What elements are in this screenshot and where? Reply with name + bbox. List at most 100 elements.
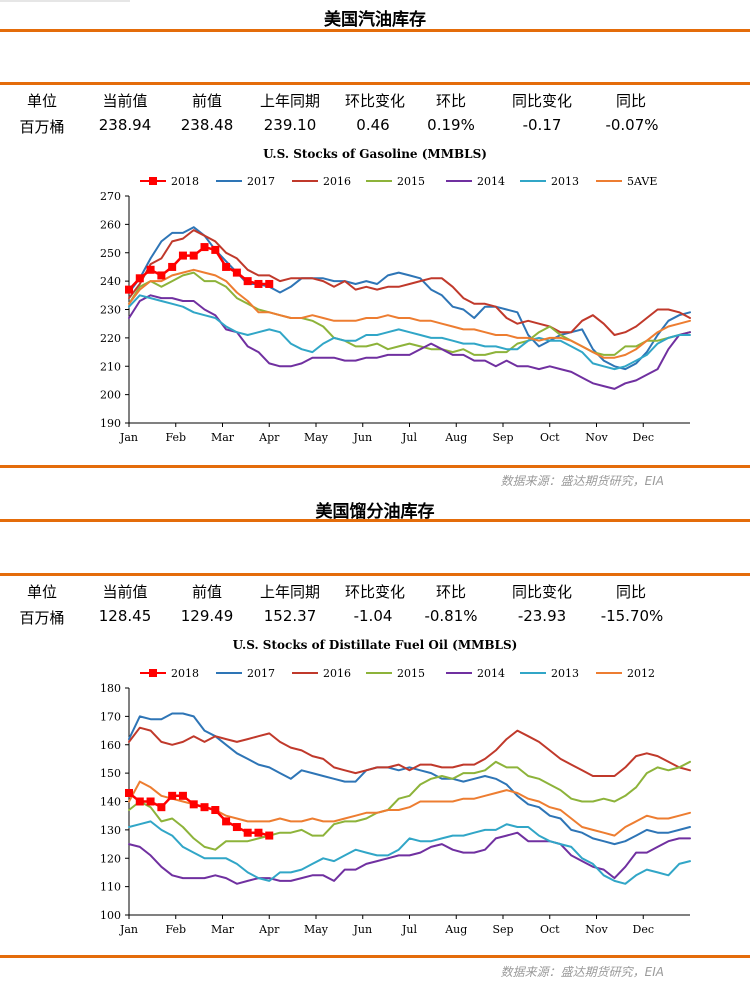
x-tick-label: Dec — [633, 431, 655, 444]
y-tick-label: 130 — [100, 824, 121, 837]
x-tick-label: Feb — [165, 923, 186, 936]
section-title-gasoline: 美国汽油库存 — [324, 10, 426, 30]
legend-label: 2017 — [247, 175, 275, 188]
top-divider — [0, 0, 130, 2]
legend-item-2018: 2018 — [140, 175, 199, 188]
data-point-2018 — [168, 791, 177, 800]
x-tick-label: Sep — [492, 923, 513, 936]
value-previous: 238.48 — [180, 116, 234, 134]
y-tick-label: 210 — [100, 360, 121, 373]
series-line-2016 — [128, 726, 691, 777]
data-point-2018 — [254, 279, 263, 288]
y-tick-label: 250 — [100, 247, 121, 260]
value-last-year: 152.37 — [263, 607, 317, 625]
header-yoy-pct: 同比 — [615, 583, 646, 601]
data-point-2018 — [178, 791, 187, 800]
header-wow-change: 环比变化 — [344, 583, 405, 601]
header-wow-pct: 环比 — [435, 92, 466, 110]
data-point-2018 — [200, 243, 209, 252]
legend-label: 2013 — [551, 667, 579, 680]
series-line-2014 — [128, 294, 691, 390]
legend-item-2014: 2014 — [446, 667, 505, 680]
header-yoy-change: 同比变化 — [511, 92, 572, 110]
value-current: 238.94 — [98, 116, 152, 134]
data-point-2018 — [189, 800, 198, 809]
section-rule — [0, 465, 750, 468]
header-yoy-change: 同比变化 — [511, 583, 572, 601]
legend-item-2017: 2017 — [216, 667, 275, 680]
legend-label: 2017 — [247, 667, 275, 680]
legend-item-2015: 2015 — [366, 667, 425, 680]
legend-label: 5AVE — [627, 175, 657, 188]
value-yoy-pct: -0.07% — [605, 116, 659, 134]
legend-label: 2013 — [551, 175, 579, 188]
x-tick-label: Dec — [633, 923, 655, 936]
header-previous: 前值 — [191, 583, 222, 601]
value-previous: 129.49 — [180, 607, 234, 625]
data-point-2018 — [265, 279, 274, 288]
x-tick-label: Jan — [119, 923, 138, 936]
header-current: 当前值 — [102, 92, 148, 110]
y-tick-label: 240 — [100, 275, 121, 288]
chart-title-gasoline: U.S. Stocks of Gasoline (MMBLS) — [263, 147, 487, 161]
header-unit: 单位 — [26, 583, 57, 601]
data-point-2018 — [222, 817, 231, 826]
legend-item-5AVE: 5AVE — [596, 175, 657, 188]
y-tick-label: 100 — [100, 909, 121, 922]
legend-marker — [149, 669, 157, 677]
header-last-year: 上年同期 — [259, 583, 320, 601]
source-note-distillate: 数据来源：盛达期货研究，EIA — [500, 965, 664, 979]
legend-label: 2014 — [477, 175, 505, 188]
x-tick-label: Aug — [444, 431, 467, 444]
header-wow-change: 环比变化 — [344, 92, 405, 110]
y-tick-label: 150 — [100, 767, 121, 780]
data-point-2018 — [211, 245, 220, 254]
series-line-2017 — [128, 712, 691, 846]
header-yoy-pct: 同比 — [615, 92, 646, 110]
header-last-year: 上年同期 — [259, 92, 320, 110]
table-rule — [0, 573, 750, 576]
series-line-2015 — [128, 760, 691, 851]
legend-item-2014: 2014 — [446, 175, 505, 188]
x-tick-label: Jun — [352, 431, 372, 444]
header-wow-pct: 环比 — [435, 583, 466, 601]
y-tick-label: 200 — [100, 389, 121, 402]
value-yoy-change: -0.17 — [522, 116, 562, 134]
value-current: 128.45 — [98, 607, 152, 625]
legend-item-2012: 2012 — [596, 667, 655, 680]
legend-item-2017: 2017 — [216, 175, 275, 188]
legend-item-2013: 2013 — [520, 667, 579, 680]
x-tick-label: Jul — [401, 431, 417, 444]
x-tick-label: Oct — [540, 431, 560, 444]
data-point-2018 — [135, 274, 144, 283]
x-tick-label: Aug — [444, 923, 467, 936]
table-rule — [0, 82, 750, 85]
legend-label: 2012 — [627, 667, 655, 680]
data-point-2018 — [243, 828, 252, 837]
y-tick-label: 110 — [100, 881, 121, 894]
value-yoy-pct: -15.70% — [600, 607, 664, 625]
legend-label: 2014 — [477, 667, 505, 680]
series-line-2013 — [128, 820, 691, 885]
legend-label: 2015 — [397, 175, 425, 188]
source-note-gasoline: 数据来源：盛达期货研究，EIA — [500, 474, 664, 488]
x-tick-label: May — [304, 923, 329, 936]
y-tick-label: 270 — [100, 190, 121, 203]
y-tick-label: 170 — [100, 710, 121, 723]
chart-title-distillate: U.S. Stocks of Distillate Fuel Oil (MMBL… — [232, 638, 518, 652]
y-tick-label: 220 — [100, 332, 121, 345]
gasoline-chart: 2018 2017 2016 2015 2014 2013 5AVE 190 200 210 220… — [100, 175, 691, 444]
header-current: 当前值 — [102, 583, 148, 601]
x-tick-label: Oct — [540, 923, 560, 936]
x-tick-label: Nov — [585, 431, 608, 444]
y-tick-label: 190 — [100, 417, 121, 430]
data-point-2018 — [146, 265, 155, 274]
legend-label: 2016 — [323, 175, 351, 188]
data-point-2018 — [125, 788, 133, 797]
legend-marker — [149, 177, 157, 185]
x-tick-label: Mar — [211, 923, 235, 936]
data-point-2018 — [135, 797, 144, 806]
series-line-2013 — [128, 294, 691, 371]
value-unit: 百万桶 — [19, 609, 65, 627]
x-tick-label: Jan — [119, 431, 138, 444]
